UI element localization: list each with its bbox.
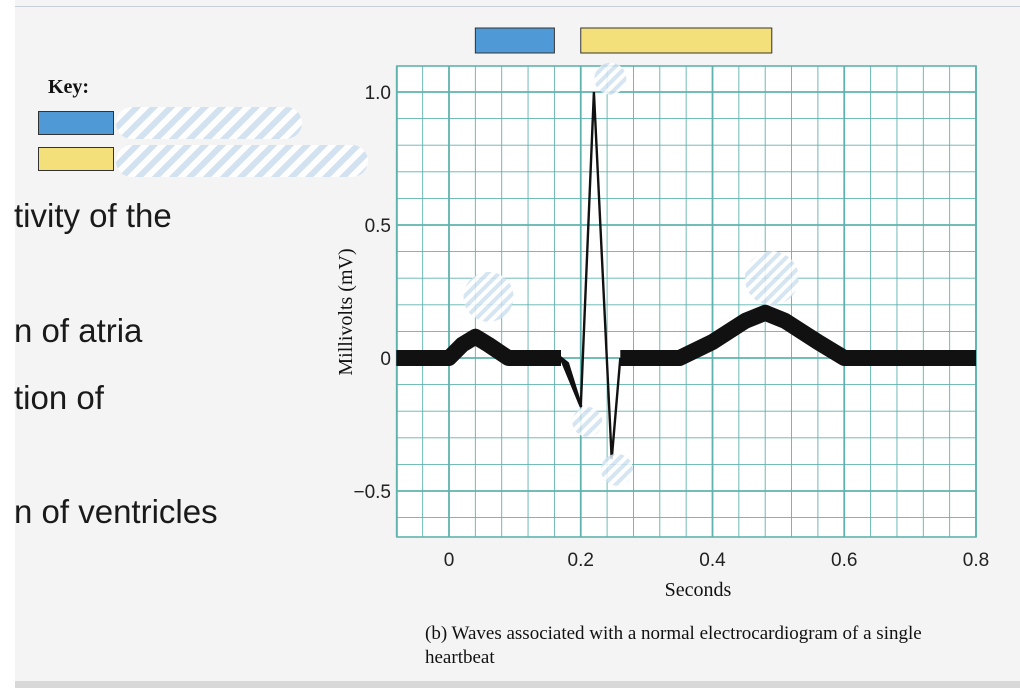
x-tick-label: 0.6 — [831, 550, 857, 571]
tick-labels: 0 0.2 0.4 0.6 0.8 1.0 0.5 0 −0.5 — [353, 83, 989, 571]
qrs-complex-trace — [559, 91, 622, 460]
y-tick-label: 0.5 — [365, 216, 391, 237]
wave-label-marker-1 — [463, 271, 514, 322]
timing-bar-1 — [474, 27, 555, 54]
key-title: Key: — [48, 76, 90, 98]
x-tick-label: 0.8 — [963, 550, 989, 571]
y-tick-label: −0.5 — [353, 482, 391, 503]
x-axis-label: Seconds — [665, 579, 732, 601]
left-text-line-3: tion of — [14, 379, 104, 416]
x-tick-label: 0 — [444, 550, 455, 571]
wave-label-marker-3 — [572, 406, 603, 437]
left-text-line-4: n of ventricles — [14, 493, 218, 530]
x-tick-label: 0.4 — [699, 550, 726, 571]
wave-label-marker-4 — [600, 453, 633, 486]
key-label-redaction-1 — [116, 107, 302, 139]
key-label-redaction-2 — [116, 145, 368, 177]
ecg-trace — [396, 91, 976, 460]
timing-bar-2 — [580, 27, 773, 54]
wave-label-marker-5 — [744, 251, 799, 306]
left-text-line-1: tivity of the — [14, 197, 172, 234]
timing-bars — [474, 27, 773, 54]
wave-label-marker-2 — [594, 62, 627, 95]
y-axis-label: Millivolts (mV) — [335, 248, 357, 375]
key-swatch-blue — [38, 111, 114, 135]
y-tick-label: 1.0 — [365, 83, 391, 104]
bottom-divider — [15, 681, 1020, 688]
t-wave-trace — [620, 304, 976, 366]
y-tick-label: 0 — [380, 349, 391, 370]
left-margin-strip — [0, 0, 15, 688]
p-wave-trace — [396, 328, 561, 366]
x-tick-label: 0.2 — [568, 550, 594, 571]
figure-caption: (b) Waves associated with a normal elect… — [425, 623, 922, 668]
key-swatch-yellow — [38, 147, 114, 171]
left-text-line-2: n of atria — [14, 312, 143, 349]
wave-markers — [463, 62, 799, 486]
top-divider — [15, 6, 1020, 7]
